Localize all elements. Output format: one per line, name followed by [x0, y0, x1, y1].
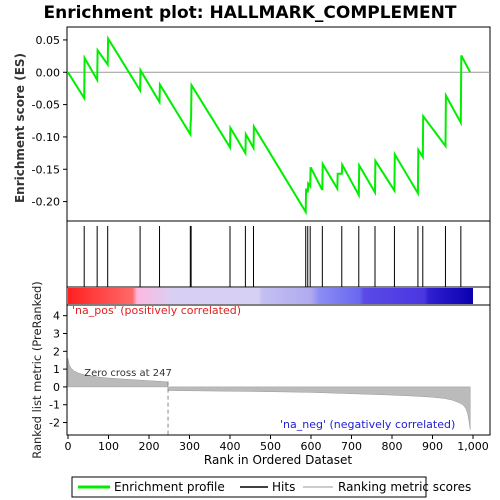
hits-panel-frame: [66, 220, 491, 288]
es-y-tick-label: -0.20: [32, 196, 60, 209]
es-y-tick-label: 0.00: [36, 66, 61, 79]
metric-y-tick-label: -2: [49, 417, 60, 430]
x-tick-label: 900: [422, 440, 443, 453]
x-tick-label: 800: [382, 440, 403, 453]
metric-y-axis-label: Ranked list metric (PreRanked): [30, 281, 44, 459]
es-y-ticks: 0.05 0.00 -0.05 -0.10 -0.15 -0.20: [32, 34, 67, 209]
x-tick-label: 700: [341, 440, 362, 453]
metric-panel-frame: [66, 304, 491, 436]
rank-color-bar: [68, 288, 473, 304]
metric-y-tick-label: 3: [53, 327, 60, 340]
zero-cross-label: Zero cross at 247: [84, 368, 172, 379]
neg-correlated-label: 'na_neg' (negatively correlated): [280, 418, 455, 431]
x-tick-label: 0: [65, 440, 72, 453]
es-y-tick-label: -0.15: [32, 163, 60, 176]
es-y-tick-label: -0.05: [32, 99, 60, 112]
metric-y-tick-label: 4: [53, 310, 60, 323]
legend-profile-label: Enrichment profile: [114, 480, 225, 494]
legend-metric-label: Ranking metric scores: [338, 480, 471, 494]
enrichment-profile-line: [67, 35, 472, 216]
x-tick-label: 600: [301, 440, 322, 453]
ranking-metric-area: [67, 358, 471, 430]
chart-title: Enrichment plot: HALLMARK_COMPLEMENT: [43, 3, 456, 23]
es-panel-frame: [66, 26, 491, 222]
x-ticks: 0 100 200 300 400 500 600 700 800 900 1,000: [65, 435, 489, 453]
x-tick-label: 200: [139, 440, 160, 453]
x-tick-label: 500: [260, 440, 281, 453]
es-y-axis-label: Enrichment score (ES): [13, 53, 27, 203]
x-tick-label: 300: [179, 440, 200, 453]
metric-y-ticks: 4 3 2 1 0 -1 -2: [49, 310, 67, 430]
metric-y-tick-label: 2: [53, 345, 60, 358]
hit-marks: [83, 226, 462, 287]
pos-correlated-label: 'na_pos' (positively correlated): [72, 304, 241, 317]
x-tick-label: 1,000: [457, 440, 489, 453]
x-tick-label: 100: [98, 440, 119, 453]
es-y-tick-label: 0.05: [36, 34, 61, 47]
x-axis-label: Rank in Ordered Dataset: [204, 453, 352, 467]
x-tick-label: 400: [220, 440, 241, 453]
es-y-tick-label: -0.10: [32, 131, 60, 144]
metric-y-tick-label: 0: [53, 381, 60, 394]
metric-y-tick-label: 1: [53, 363, 60, 376]
legend-hits-label: Hits: [272, 480, 295, 494]
metric-y-tick-label: -1: [49, 399, 60, 412]
